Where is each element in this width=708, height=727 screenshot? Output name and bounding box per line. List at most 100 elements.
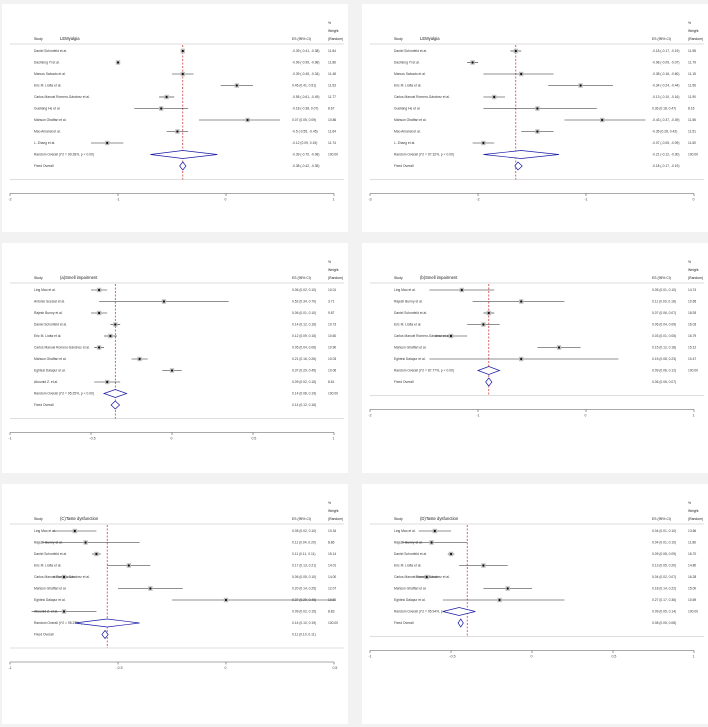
study-label: Antonio Scelzat et al. [34, 300, 65, 304]
random-effects-diamond [442, 607, 476, 616]
weight-value: 8.61 [328, 380, 335, 384]
weight-value: 13.66 [688, 529, 696, 533]
es-ci-value: 0.13 (0.05, 0.20) [652, 564, 676, 568]
header-es-ci: ES (95% CI) [652, 37, 671, 41]
point-estimate [149, 587, 152, 590]
weight-value: 16.70 [688, 552, 696, 556]
weight-value: 10.06 [328, 369, 336, 373]
point-estimate [506, 587, 509, 590]
study-label: Carlos Manuel Romero-Sánchez et al. [394, 95, 450, 99]
point-estimate [181, 49, 184, 53]
header-weight: Weight [328, 268, 339, 272]
fixed-effects-diamond [110, 400, 121, 410]
es-ci-value: 0.11 (0.03, 0.18) [652, 300, 676, 304]
es-ci-value: -0.39 (-0.45, -0.34) [292, 72, 320, 76]
weight-value: 3.71 [328, 300, 335, 304]
header-es-ci: ES (95% CI) [652, 517, 671, 521]
es-ci-value: 0.05 (0.04, 0.06) [292, 346, 316, 350]
es-ci-value: -0.12 (0.09, 0.15) [292, 141, 317, 145]
fixed-overall-label: Fixed Overall [34, 403, 54, 407]
es-ci-value: 0.46 (0.41, 0.51) [292, 84, 316, 88]
es-ci-value: 0.04 (0.02, 0.07) [652, 575, 676, 579]
es-ci-value: 0.17 (0.13, 0.21) [292, 564, 316, 568]
header-percent: % [328, 501, 331, 505]
study-label: Guoliang He et al. [394, 107, 420, 111]
es-ci-value: -0.55 (-0.61, -0.49) [292, 95, 320, 99]
weight-value: 14.74 [688, 288, 696, 292]
point-estimate [482, 323, 485, 326]
weight-value: 12.07 [328, 587, 336, 591]
header-study: Study [34, 276, 43, 280]
fixed-es-ci: 0.14 (0.12, 0.16) [292, 403, 316, 407]
x-tick-label: -0.5 [450, 655, 456, 659]
header-weight: Weight [688, 29, 699, 33]
es-ci-value: 0.09 (0.02, 0.15) [292, 610, 316, 614]
random-weight: 100.00 [328, 392, 338, 396]
header-weight: Weight [328, 29, 339, 33]
study-label: Mahsun Ghaffari et al. [394, 587, 426, 591]
es-ci-value: -0.08 (-0.09, -0.07) [652, 61, 680, 65]
study-label: Dashiong Yi et al. [394, 61, 420, 65]
point-estimate [498, 598, 501, 602]
point-estimate [127, 564, 130, 567]
header-percent: % [328, 260, 331, 264]
study-label: Daniel Schonfeld et al. [394, 552, 427, 556]
es-ci-value: -0.99 (-0.99, -0.98) [292, 61, 320, 65]
point-estimate [487, 311, 490, 315]
forest-panel-2: % Weight (Random) Study ES (95% CI) LEMyalgia… [362, 4, 708, 232]
weight-value: 10.01 [328, 288, 336, 292]
random-es-ci: 0.09 (0.05, 0.14) [652, 610, 676, 614]
point-estimate [520, 300, 523, 303]
forest-plot-svg: % Weight (Random) Study ES (95% CI) (a)Smell … [9, 260, 344, 441]
es-ci-value: -0.39 (-0.41, -0.38) [292, 49, 320, 53]
es-ci-value: 0.06 (0.01, 0.10) [292, 311, 316, 315]
study-label: Eghtesi Dalapur et al. [394, 598, 426, 602]
header-random: (Random) [688, 276, 703, 280]
study-label: Carlos Manuel Romero-Sánchez et al. [394, 334, 450, 338]
es-ci-value: -0.5 (-0.55, -0.45) [292, 130, 318, 134]
header-weight: Weight [328, 509, 339, 513]
weight-value: 11.86 [688, 541, 696, 545]
study-label: Dashiong Yi et al. [34, 61, 60, 65]
weight-value: 10.03 [328, 357, 336, 361]
random-effects-diamond [476, 366, 501, 375]
weight-value: 18.93 [688, 311, 696, 315]
header-weight: Weight [688, 268, 699, 272]
study-label: Daniel Schonfeld et al. [34, 323, 67, 327]
point-estimate [536, 130, 539, 133]
es-ci-value: -0.13 (-0.10, -0.16) [652, 95, 680, 99]
x-tick-label: -2 [9, 198, 12, 202]
weight-value: 11.84 [328, 49, 336, 53]
study-label: Ling Mao et al. [394, 529, 416, 533]
random-overall-label: Random Overall (I^2 = 99.28%, p < 0.00) [34, 153, 94, 157]
header-random: (Random) [328, 276, 343, 280]
random-es-ci: 0.14 (0.10, 0.19) [292, 621, 316, 625]
study-label: Mahsun Ghaffari et al. [34, 587, 66, 591]
es-ci-value: 0.36 (0.18, 0.47) [652, 107, 676, 111]
weight-value: 10.34 [328, 529, 336, 533]
point-estimate [536, 107, 539, 110]
point-estimate [514, 49, 517, 53]
x-tick-label: -1 [369, 655, 372, 659]
es-ci-value: -0.34 (-0.24, -0.44) [652, 84, 680, 88]
weight-value: 11.15 [688, 72, 696, 76]
study-label: Mahsun Ghaffari et al. [394, 118, 426, 122]
x-tick-label: -2 [477, 198, 480, 202]
point-estimate [449, 552, 453, 556]
header-random: (Random) [688, 37, 703, 41]
forest-panel-6: % Weight (Random) Study ES (95% CI) (D)Taste … [362, 484, 708, 724]
header-study: Study [394, 37, 403, 41]
fixed-overall-label: Fixed Overall [34, 164, 54, 168]
point-estimate [224, 598, 228, 602]
weight-value: 11.90 [688, 95, 696, 99]
random-overall-label: Random Overall (I^2 = 97.32%, p < 0.00) [394, 153, 454, 157]
study-label: Carlos Manuel Romero-Sánchez et al. [34, 346, 90, 350]
weight-value: 16.28 [688, 575, 696, 579]
es-ci-value: 0.07 (0.05, 0.09) [292, 118, 316, 122]
study-label: Mahsun Ghaffari et al. [394, 346, 426, 350]
random-weight: 100.00 [328, 621, 338, 625]
fixed-es-ci: 0.08 (0.05, 0.08) [652, 621, 676, 625]
point-estimate [95, 552, 98, 556]
x-tick-label: 1 [333, 198, 335, 202]
x-tick-label: -1 [9, 437, 12, 441]
